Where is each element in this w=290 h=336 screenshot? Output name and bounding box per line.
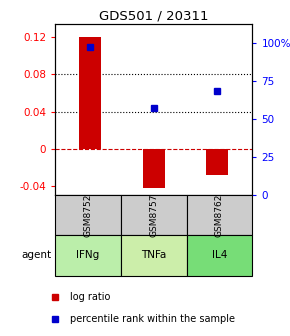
Bar <box>186 195 252 235</box>
Text: percentile rank within the sample: percentile rank within the sample <box>70 314 235 324</box>
Text: TNFa: TNFa <box>141 250 166 260</box>
Text: GSM8752: GSM8752 <box>84 193 93 237</box>
Bar <box>206 149 229 174</box>
Bar <box>55 195 121 235</box>
Text: GSM8757: GSM8757 <box>149 193 158 237</box>
Bar <box>121 235 186 276</box>
Text: agent: agent <box>22 250 52 260</box>
Bar <box>186 235 252 276</box>
Text: GSM8762: GSM8762 <box>215 193 224 237</box>
Bar <box>55 235 121 276</box>
Text: IFNg: IFNg <box>76 250 99 260</box>
Bar <box>79 37 101 149</box>
Text: IL4: IL4 <box>212 250 227 260</box>
Text: log ratio: log ratio <box>70 292 110 302</box>
Title: GDS501 / 20311: GDS501 / 20311 <box>99 9 209 23</box>
Bar <box>143 149 165 188</box>
Bar <box>121 195 186 235</box>
